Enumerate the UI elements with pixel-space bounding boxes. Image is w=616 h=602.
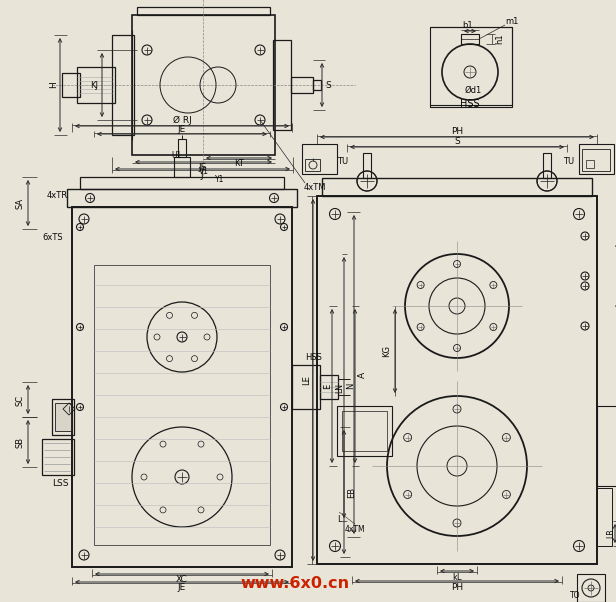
Bar <box>137 7 270 15</box>
Bar <box>174 157 190 177</box>
Text: JE: JE <box>178 583 186 592</box>
Text: KT: KT <box>234 158 244 167</box>
Bar <box>543 153 551 178</box>
Text: SC: SC <box>15 394 25 406</box>
Bar <box>291 77 313 93</box>
Text: kL: kL <box>452 573 462 582</box>
Text: HSS: HSS <box>460 99 480 109</box>
Text: HSS: HSS <box>306 353 322 361</box>
Text: www.6x0.cn: www.6x0.cn <box>240 577 349 592</box>
Bar <box>67 189 297 207</box>
Bar <box>320 375 338 399</box>
Text: Y1: Y1 <box>216 175 225 184</box>
Text: PH: PH <box>451 126 463 135</box>
Bar <box>579 144 614 174</box>
Bar <box>313 80 321 90</box>
Bar <box>178 139 186 157</box>
Bar <box>430 27 512 107</box>
Text: TU: TU <box>338 157 349 166</box>
Text: LE: LE <box>302 375 312 385</box>
Bar <box>461 34 479 44</box>
Text: U1: U1 <box>172 150 182 160</box>
Bar <box>72 207 292 567</box>
Text: 4xTR: 4xTR <box>47 190 68 199</box>
Text: L: L <box>337 515 341 524</box>
Text: 4xTM: 4xTM <box>345 524 365 533</box>
Bar <box>80 177 284 189</box>
Bar <box>292 365 320 409</box>
Bar <box>52 399 74 435</box>
Bar <box>305 159 320 171</box>
Text: 6xTS: 6xTS <box>42 232 63 241</box>
Bar <box>77 67 115 103</box>
Text: H: H <box>49 82 59 88</box>
Bar <box>273 40 291 130</box>
Bar <box>132 15 275 155</box>
Bar <box>597 406 616 486</box>
Text: A: A <box>357 372 367 378</box>
Text: PH: PH <box>451 583 463 592</box>
Text: N: N <box>346 383 355 389</box>
Bar <box>322 178 592 196</box>
Bar <box>337 406 392 456</box>
Text: TU: TU <box>564 157 575 166</box>
Text: Ød1: Ød1 <box>464 85 482 95</box>
Text: E: E <box>323 383 333 389</box>
Text: JE: JE <box>199 163 207 172</box>
Bar <box>302 144 337 174</box>
Text: m1: m1 <box>505 17 519 26</box>
Text: XC: XC <box>176 576 188 585</box>
Bar <box>112 35 134 135</box>
Text: S: S <box>325 81 331 90</box>
Text: 4xTP: 4xTP <box>615 241 616 250</box>
Text: S: S <box>454 137 460 146</box>
Text: h1: h1 <box>495 34 505 45</box>
Bar <box>586 160 594 168</box>
Bar <box>577 574 605 602</box>
Text: TO: TO <box>570 592 580 601</box>
Text: V1: V1 <box>199 167 209 176</box>
Bar <box>62 73 80 97</box>
Text: 4xTX: 4xTX <box>615 302 616 311</box>
Bar <box>342 411 387 451</box>
Text: EB: EB <box>347 486 357 498</box>
Text: KJ: KJ <box>90 81 98 90</box>
Bar <box>363 153 371 178</box>
Bar <box>94 265 270 545</box>
Text: b1: b1 <box>463 20 473 29</box>
Text: 4xTM: 4xTM <box>304 182 326 191</box>
Bar <box>317 196 597 564</box>
Text: LN: LN <box>336 383 344 393</box>
Bar <box>42 439 74 475</box>
Text: SB: SB <box>15 436 25 447</box>
Bar <box>597 488 612 546</box>
Text: KG: KG <box>383 345 392 357</box>
Text: LB: LB <box>607 529 615 538</box>
Text: LSS: LSS <box>52 479 68 488</box>
Text: SA: SA <box>15 197 25 208</box>
Text: Ø RJ: Ø RJ <box>172 116 192 125</box>
Bar <box>582 149 610 171</box>
Bar <box>55 403 71 431</box>
Text: J: J <box>201 170 203 179</box>
Text: JE: JE <box>178 125 186 134</box>
